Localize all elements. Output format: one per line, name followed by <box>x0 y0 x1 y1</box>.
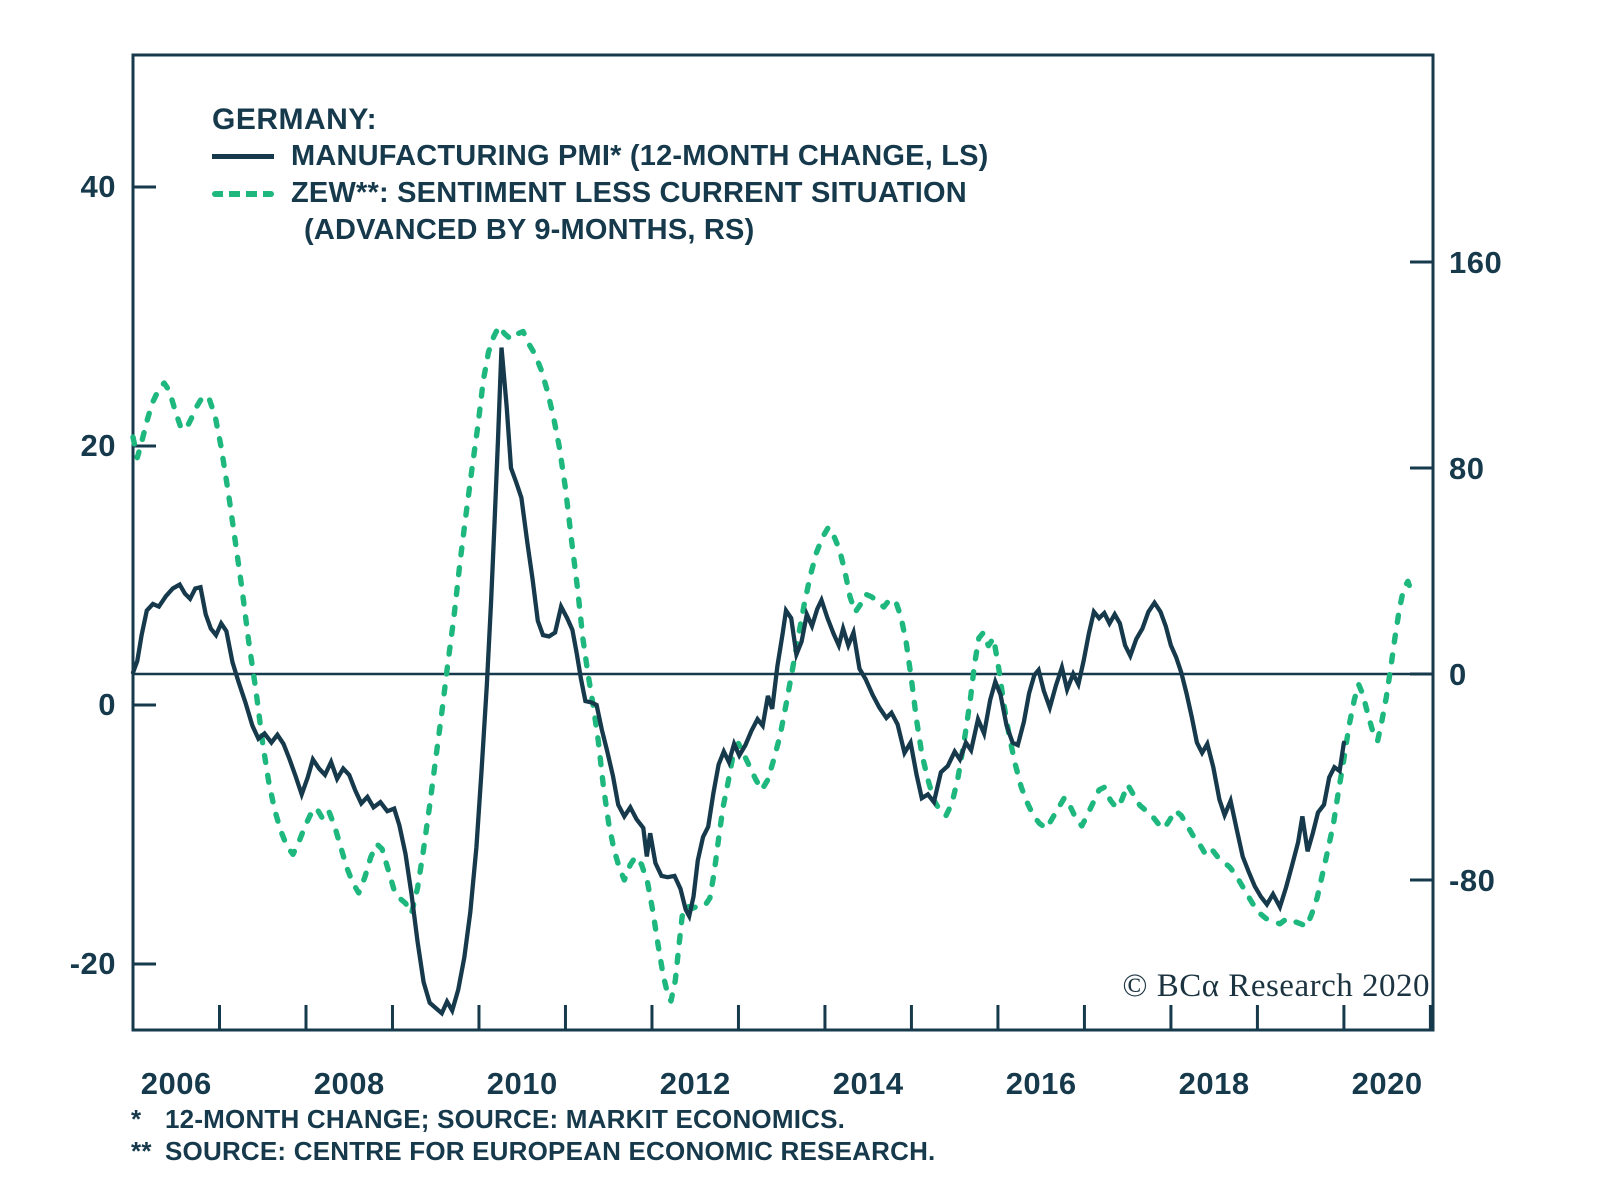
left-axis-label-20: 20 <box>80 428 116 463</box>
footnote-1: * 12-MONTH CHANGE; SOURCE: MARKIT ECONOM… <box>131 1104 845 1135</box>
x-axis-label-2020: 2020 <box>1351 1066 1423 1101</box>
pmi-line <box>130 347 1347 1017</box>
plot-frame <box>131 53 1435 1032</box>
copyright-bca-research: © BCα Research 2020 <box>1122 968 1430 1004</box>
legend-item-zew: ZEW**: SENTIMENT LESS CURRENT SITUATION <box>212 175 989 212</box>
footnote-2-marker: ** <box>131 1136 152 1166</box>
x-axis-label-2006: 2006 <box>140 1066 212 1101</box>
x-axis-label-2018: 2018 <box>1178 1066 1250 1101</box>
zew-dashed-line-swatch <box>212 190 274 197</box>
footnote-2: ** SOURCE: CENTRE FOR EUROPEAN ECONOMIC … <box>131 1136 935 1167</box>
pmi-solid-line-swatch <box>212 154 274 159</box>
left-axis-label-0: 0 <box>98 687 116 722</box>
legend-item-zew-label2: (ADVANCED BY 9-MONTHS, RS) <box>304 214 755 246</box>
footnote-1-text: 12-MONTH CHANGE; SOURCE: MARKIT ECONOMIC… <box>165 1104 846 1134</box>
legend-item-zew-label: ZEW**: SENTIMENT LESS CURRENT SITUATION <box>291 177 967 209</box>
legend-item-zew-line2: (ADVANCED BY 9-MONTHS, RS) <box>212 212 989 249</box>
x-axis-label-2008: 2008 <box>313 1066 385 1101</box>
x-axis-label-2010: 2010 <box>486 1066 558 1101</box>
legend-title: GERMANY: <box>212 103 378 136</box>
footnote-2-text: SOURCE: CENTRE FOR EUROPEAN ECONOMIC RES… <box>165 1136 936 1166</box>
right-axis-label-80: 80 <box>1449 451 1485 486</box>
left-axis-label--20: -20 <box>69 946 116 981</box>
legend-item-pmi: MANUFACTURING PMI* (12-MONTH CHANGE, LS) <box>212 138 989 175</box>
x-axis-label-2016: 2016 <box>1005 1066 1077 1101</box>
footnote-1-marker: * <box>131 1104 142 1134</box>
right-axis-label-0: 0 <box>1449 657 1467 692</box>
left-axis-label-40: 40 <box>80 169 116 204</box>
zew-line <box>130 323 1416 1004</box>
legend-item-pmi-label: MANUFACTURING PMI* (12-MONTH CHANGE, LS) <box>291 140 989 172</box>
legend: GERMANY: MANUFACTURING PMI* (12-MONTH CH… <box>212 101 989 249</box>
right-axis-label--80: -80 <box>1449 863 1496 898</box>
right-axis-label-160: 160 <box>1449 245 1503 280</box>
x-axis-label-2012: 2012 <box>659 1066 731 1101</box>
x-axis-label-2014: 2014 <box>832 1066 904 1101</box>
